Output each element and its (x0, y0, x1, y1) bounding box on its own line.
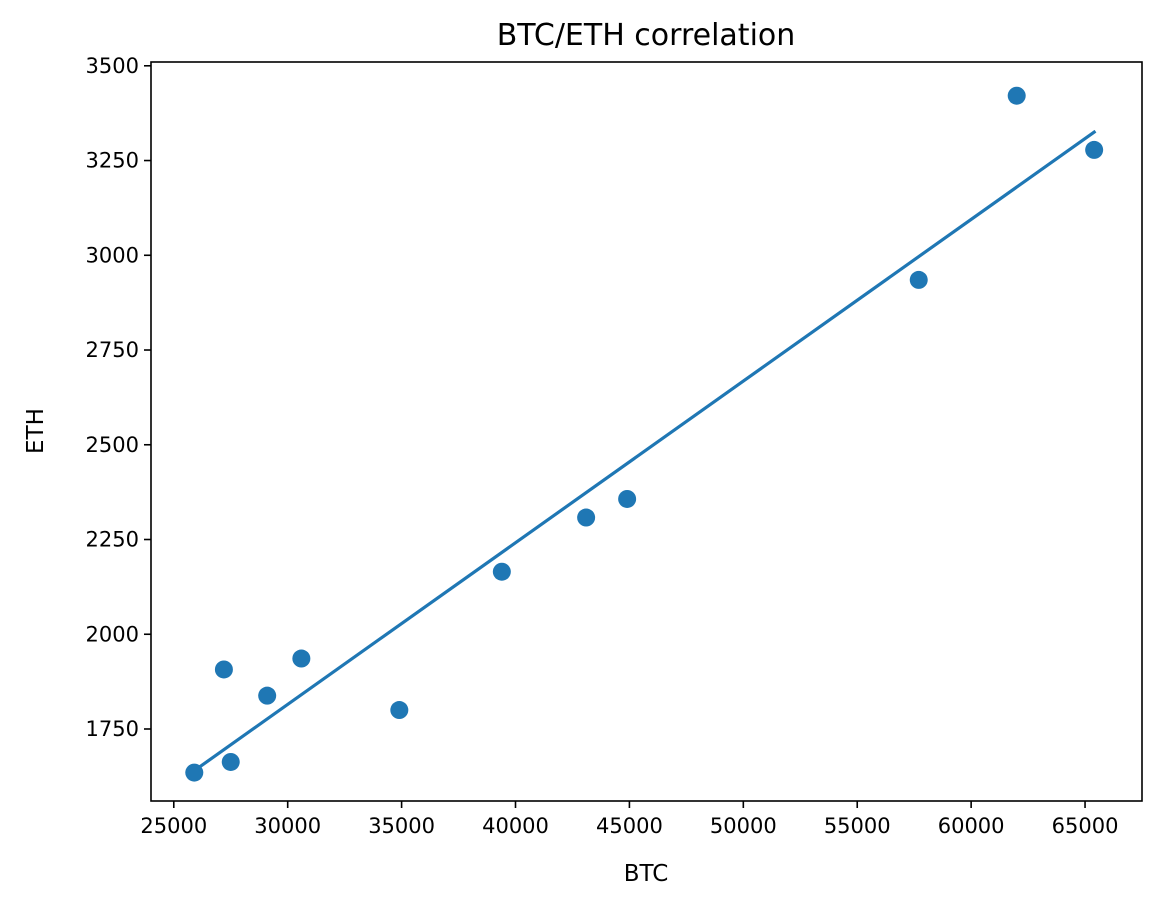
fit-line-group (192, 129, 1097, 773)
x-tick-label: 40000 (482, 814, 549, 838)
y-tick-label: 2250 (86, 528, 139, 552)
data-point (492, 562, 511, 581)
x-tick-label: 60000 (938, 814, 1005, 838)
x-tick-label: 65000 (1052, 814, 1119, 838)
x-axis: 25000 30000 35000 40000 45000 50000 55000 60000… (140, 801, 1118, 838)
data-point (577, 508, 596, 527)
y-tick-label: 1750 (86, 717, 139, 741)
y-tick-label: 2500 (86, 433, 139, 457)
data-point (185, 763, 204, 782)
data-point (214, 660, 233, 679)
regression-line (192, 129, 1097, 773)
y-axis-label: ETH (23, 408, 49, 454)
y-tick-label: 2750 (86, 338, 139, 362)
y-tick-label: 3000 (86, 243, 139, 267)
x-tick-label: 25000 (140, 814, 207, 838)
data-point (292, 649, 311, 668)
plot-frame (150, 61, 1143, 802)
y-axis: 1750 2000 2250 2500 2750 3000 3250 3500 (86, 54, 151, 741)
scatter-points (185, 86, 1104, 782)
data-point (258, 686, 277, 705)
data-point (909, 270, 928, 289)
data-point (221, 752, 240, 771)
y-tick-label: 3500 (86, 54, 139, 78)
chart-title: BTC/ETH correlation (497, 18, 796, 53)
data-point (618, 489, 637, 508)
x-tick-label: 35000 (368, 814, 435, 838)
x-tick-label: 30000 (254, 814, 321, 838)
y-tick-label: 3250 (86, 149, 139, 173)
x-axis-label: BTC (624, 861, 669, 887)
x-tick-label: 55000 (824, 814, 891, 838)
data-point (1007, 86, 1026, 105)
x-tick-label: 45000 (596, 814, 663, 838)
x-tick-label: 50000 (710, 814, 777, 838)
data-point (390, 701, 409, 720)
y-tick-label: 2000 (86, 622, 139, 646)
data-point (1085, 140, 1104, 159)
